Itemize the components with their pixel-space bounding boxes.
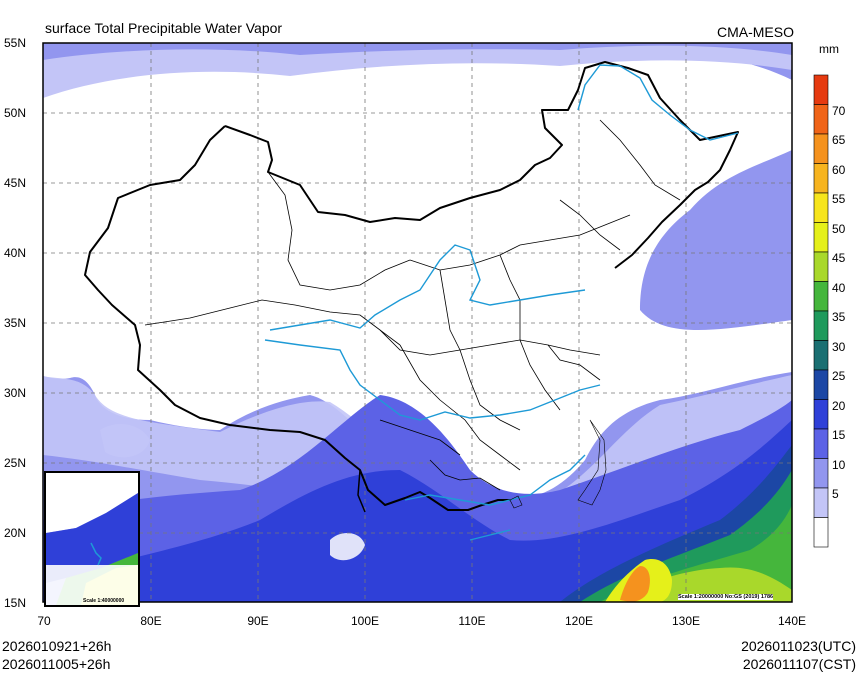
lon-label: 130E (671, 614, 701, 628)
coastline (509, 419, 607, 509)
colorbar-swatch (813, 399, 829, 430)
field-light-north (43, 45, 792, 98)
lon-label: 90E (247, 614, 269, 628)
lat-label: 35N (4, 316, 27, 330)
colorbar-swatch (813, 192, 829, 223)
lon-label: 100E (350, 614, 380, 628)
source-label: CMA-MESO (717, 24, 794, 40)
lon-label: 110E (458, 614, 486, 628)
lon-label: 120E (564, 614, 594, 628)
lat-label: 55N (4, 36, 27, 50)
colorbar-swatch (813, 487, 829, 518)
colorbar-tick-label: 20 (832, 399, 846, 413)
inset-scale-label: Scale 1:40000000 (83, 598, 125, 604)
colorbar (813, 74, 829, 548)
colorbar-swatch (813, 251, 829, 282)
colorbar-swatch (813, 369, 829, 400)
colorbar-tick-label: 30 (832, 340, 846, 354)
lat-label: 20N (4, 526, 27, 540)
valid-time-cst: 2026011107(CST) (742, 656, 856, 672)
colorbar-swatch (813, 104, 829, 135)
lat-label: 45N (4, 176, 27, 190)
lat-label: 40N (4, 246, 27, 260)
colorbar-tick-label: 15 (832, 428, 846, 442)
colorbar-swatch (813, 458, 829, 489)
colorbar-tick-label: 40 (832, 281, 846, 295)
province-borders (144, 119, 681, 491)
colorbar-tick-label: 35 (832, 310, 846, 324)
colorbar-swatch (813, 222, 829, 253)
colorbar-swatch (813, 74, 829, 105)
lon-label: 140E (777, 614, 807, 628)
colorbar-tick-label: 60 (832, 163, 846, 177)
init-time-cst: 2026011005+26h (2, 656, 111, 672)
lon-label: 70 (37, 614, 51, 628)
colorbar-tick-label: 10 (832, 458, 846, 472)
colorbar-swatch (813, 517, 829, 548)
colorbar-swatch (813, 428, 829, 459)
map-frame (42, 42, 793, 603)
colorbar-unit: mm (819, 42, 839, 56)
colorbar-tick-label: 65 (832, 133, 846, 147)
colorbar-tick-label: 25 (832, 369, 846, 383)
colorbar-tick-label: 50 (832, 222, 846, 236)
colorbar-swatch (813, 281, 829, 312)
lat-label: 30N (4, 386, 27, 400)
colorbar-tick-label: 70 (832, 104, 846, 118)
lon-label: 80E (140, 614, 162, 628)
map-scale-label: Scale 1:20000000 No:GS (2019) 1786 (678, 594, 774, 600)
field-dark-blue-band (43, 420, 792, 602)
colorbar-swatch (813, 133, 829, 164)
colorbar-tick-label: 5 (832, 487, 839, 501)
lat-label: 50N (4, 106, 27, 120)
colorbar-swatch (813, 310, 829, 341)
precip-field (43, 43, 792, 602)
colorbar-tick-label: 45 (832, 251, 846, 265)
valid-time-utc: 2026011023(UTC) (741, 638, 856, 654)
colorbar-tick-label: 55 (832, 192, 846, 206)
map-title: surface Total Precipitable Water Vapor (45, 20, 283, 36)
field-light-oval (100, 424, 150, 458)
south-china-sea-inset: Scale 1:40000000 (44, 471, 140, 607)
lat-label: 15N (4, 596, 27, 610)
field-orange (620, 566, 650, 602)
colorbar-swatch (813, 163, 829, 194)
field-white-north (43, 53, 792, 499)
lat-label: 25N (4, 456, 27, 470)
colorbar-swatch (813, 340, 829, 371)
field-white-sea (330, 533, 365, 561)
init-time-utc: 2026010921+26h (2, 638, 112, 654)
